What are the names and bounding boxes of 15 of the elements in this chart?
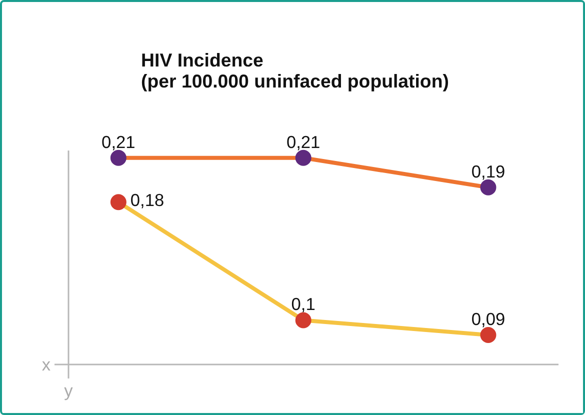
x-axis-title: x xyxy=(42,354,51,374)
text: y xyxy=(64,380,74,400)
data-label: 0,09 xyxy=(471,308,506,329)
point xyxy=(295,150,312,166)
data-label: 0,21 xyxy=(102,132,136,152)
data-label: 0,1 xyxy=(291,294,316,314)
chart-title: HIV Incidence (per 100.000 uninfaced population) xyxy=(141,50,449,92)
data-label: 0,19 xyxy=(471,161,506,182)
point xyxy=(110,194,126,210)
data-label: 0,21 xyxy=(286,132,320,152)
point xyxy=(480,179,496,196)
point xyxy=(295,312,312,328)
point xyxy=(110,150,126,166)
point xyxy=(480,327,496,343)
data-label: 0,18 xyxy=(130,190,164,210)
